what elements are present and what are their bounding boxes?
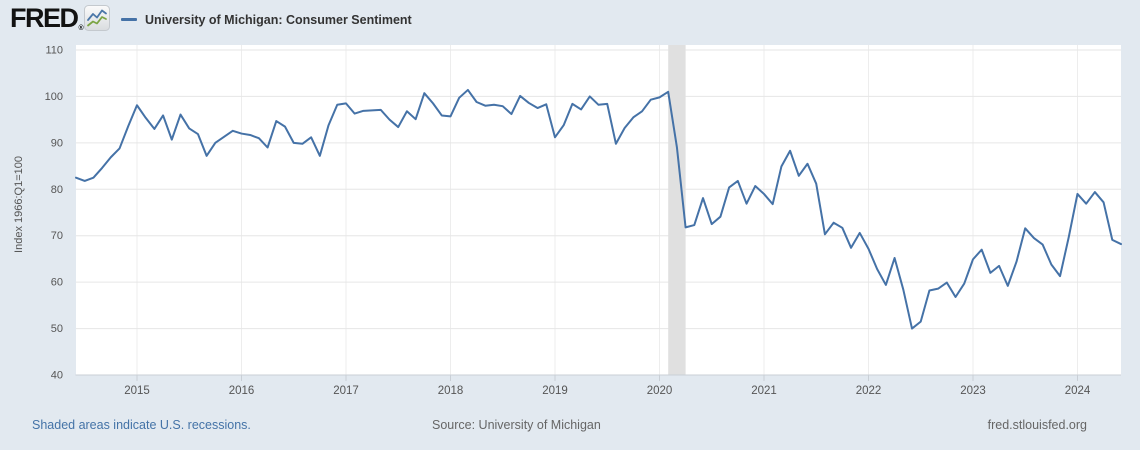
recession-band: [668, 45, 686, 375]
chart-legend: University of Michigan: Consumer Sentime…: [121, 0, 412, 39]
y-tick-label: 100: [45, 91, 63, 103]
chart-canvas[interactable]: 40 50 60 70 80 90 100 110 2015 2016 2017 2018 2019 20…: [0, 0, 1140, 410]
y-tick-label: 60: [51, 277, 63, 289]
x-tick-label: 2018: [438, 385, 464, 397]
legend-line-swatch: [121, 18, 137, 21]
x-tick-label: 2024: [1065, 385, 1091, 397]
fred-logo-text: FRED: [10, 3, 79, 33]
x-tick-label: 2019: [542, 385, 568, 397]
y-tick-label: 90: [51, 137, 63, 149]
chart-plot-area[interactable]: 40 50 60 70 80 90 100 110 2015 2016 2017 2018 2019 20…: [0, 0, 1140, 410]
legend-series-label: University of Michigan: Consumer Sentime…: [145, 12, 412, 27]
y-tick-label: 70: [51, 230, 63, 242]
plot-background: [76, 45, 1121, 375]
y-tick-label: 110: [45, 45, 63, 57]
y-axis-title: Index 1966:Q1=100: [13, 156, 25, 253]
fred-logo-chart-icon: [84, 5, 110, 31]
sentiment-line[interactable]: [75, 88, 1122, 330]
x-tick-label: 2016: [229, 385, 255, 397]
x-tick-label: 2021: [751, 385, 777, 397]
x-tick-label: 2015: [124, 385, 150, 397]
x-tick-label: 2020: [647, 385, 673, 397]
y-tick-label: 80: [51, 184, 63, 196]
fred-logo[interactable]: FRED®: [10, 3, 84, 41]
chart-footer: Shaded areas indicate U.S. recessions. S…: [0, 416, 1140, 436]
y-tick-label: 50: [51, 323, 63, 335]
fred-site-link[interactable]: fred.stlouisfed.org: [987, 418, 1087, 432]
x-tick-label: 2017: [333, 385, 359, 397]
chart-header: FRED® University of Michigan: Consumer S…: [0, 0, 1140, 40]
x-tick-label: 2023: [960, 385, 986, 397]
x-tick-label: 2022: [856, 385, 882, 397]
recessions-note-link[interactable]: Shaded areas indicate U.S. recessions.: [32, 418, 251, 432]
y-tick-label: 40: [51, 370, 63, 382]
registered-trademark-symbol: ®: [78, 25, 84, 32]
source-text: Source: University of Michigan: [432, 418, 601, 432]
